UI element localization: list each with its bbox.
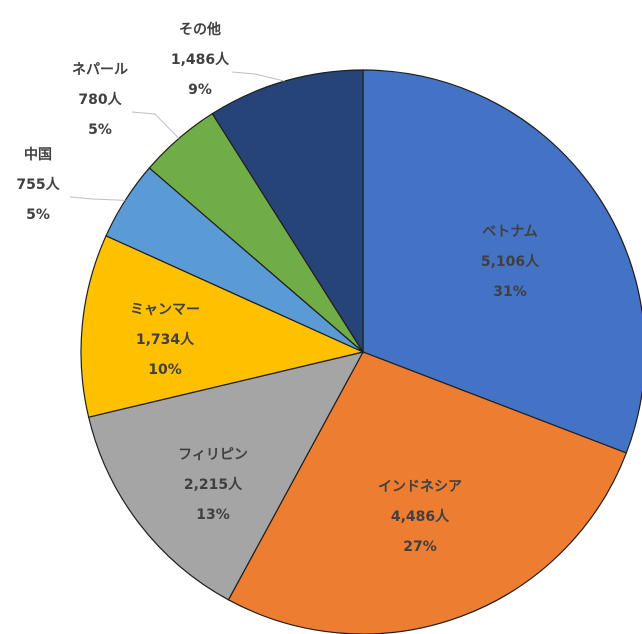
slice-percent-label: 10%	[148, 362, 182, 378]
slice-percent-label: 13%	[196, 507, 230, 523]
leader-line	[69, 196, 126, 201]
leader-line	[131, 111, 180, 139]
slice-category: ベトナム	[482, 224, 538, 240]
pie-slice	[362, 69, 642, 454]
slice-category: ミャンマー	[130, 302, 200, 318]
slice-value-label: 5,106人	[481, 253, 540, 270]
slice-value-label: 755人	[16, 176, 60, 193]
slice-category: フィリピン	[178, 447, 248, 463]
pie-slice	[227, 351, 628, 634]
slice-value-label: 1,486人	[171, 51, 230, 68]
slice-percent-label: 31%	[493, 284, 527, 300]
pie-slice	[80, 235, 365, 418]
pie-slice	[211, 69, 364, 355]
slice-percent-label: 5%	[88, 122, 112, 138]
slice-category: その他	[179, 21, 221, 38]
slice-category: 中国	[24, 146, 52, 163]
slice-value-label: 2,215人	[184, 476, 243, 493]
slice-value-label: 1,734人	[136, 331, 195, 348]
slice-category: インドネシア	[378, 479, 462, 495]
slice-percent-label: 27%	[403, 539, 437, 555]
slice-percent-label: 9%	[188, 82, 212, 98]
slice-category: ネパール	[72, 62, 128, 78]
slice-percent-label: 5%	[26, 207, 50, 223]
slice-value-label: 4,486人	[391, 508, 450, 525]
slice-value-label: 780人	[78, 91, 122, 108]
leader-line	[231, 71, 285, 82]
pie-slice	[87, 351, 365, 601]
